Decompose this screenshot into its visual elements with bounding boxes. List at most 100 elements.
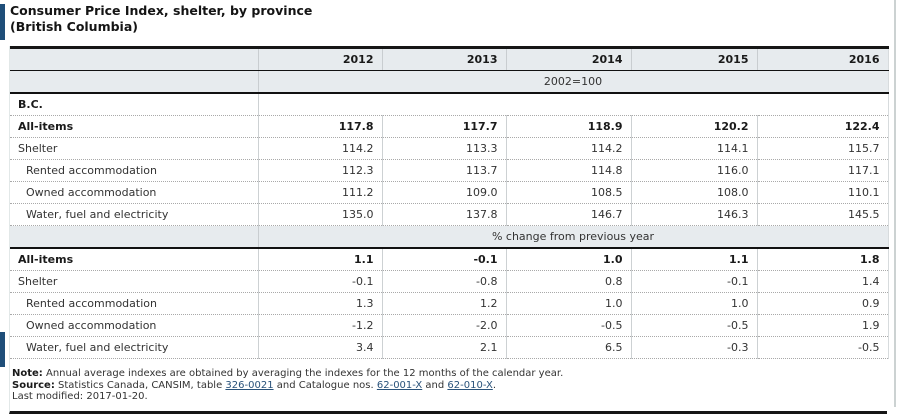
table-row: Owned accommodation 111.2 109.0 108.5 108.0 1… [10,181,888,204]
value-cell: 1.0 [505,247,631,271]
value-cell: 113.3 [381,137,506,160]
value-cell: -0.1 [381,247,506,271]
value-cell: -0.5 [630,314,757,337]
value-cell: -0.3 [630,336,757,359]
table-row: All-items 117.8 117.7 118.9 120.2 122.4 [10,115,888,138]
value-cell: 110.1 [756,181,888,204]
value-cell: 3.4 [257,336,382,359]
value-cell: 1.2 [381,292,506,315]
value-cell: 114.8 [505,159,631,182]
table-number-link[interactable]: 326-0021 [225,379,274,391]
value-cell: -1.2 [257,314,382,337]
source-text: and Catalogue nos. [273,379,377,391]
table-row: Shelter 114.2 113.3 114.2 114.1 115.7 [10,137,888,160]
value-cell: 114.1 [630,137,757,160]
value-cell: -0.1 [630,270,757,293]
value-cell: 1.3 [257,292,382,315]
left-accent-bar-bottom [0,332,5,367]
value-cell: 116.0 [630,159,757,182]
source-text: and [422,379,448,391]
value-cell: 137.8 [381,203,506,226]
row-label: Water, fuel and electricity [10,336,258,359]
index-section-body: All-items 117.8 117.7 118.9 120.2 122.4 Shelte… [10,115,888,226]
page-title-line2: (British Columbia) [10,19,138,34]
source-text: . [492,379,496,391]
value-cell: 111.2 [257,181,382,204]
table-footnotes: Note: Annual average indexes are obtaine… [10,359,887,411]
index-base-row: 2002=100 [10,70,888,94]
cpi-table: 2012 2013 2014 2015 2016 2002=100 B.C. A… [10,46,889,359]
page-title: Consumer Price Index, shelter, by provin… [10,3,312,35]
row-label: Rented accommodation [10,292,258,315]
year-header-2015: 2015 [630,47,757,71]
region-label: B.C. [10,92,258,116]
value-cell: -0.8 [381,270,506,293]
table-row: Water, fuel and electricity 3.4 2.1 6.5 -0.3… [10,336,888,359]
table-row: Water, fuel and electricity 135.0 137.8 146… [10,203,888,226]
page-edge-divider [894,0,896,407]
region-empty-cell [257,92,888,116]
value-cell: 146.7 [505,203,631,226]
year-header-2016: 2016 [756,47,888,71]
row-label: Shelter [10,270,258,293]
source-label: Source: [12,379,55,391]
value-cell: 1.8 [756,247,888,271]
value-cell: 117.1 [756,159,888,182]
table-row: Shelter -0.1 -0.8 0.8 -0.1 1.4 [10,270,888,293]
index-base-label: 2002=100 [257,70,888,94]
value-cell: 145.5 [756,203,888,226]
value-cell: 2.1 [381,336,506,359]
row-label: All-items [10,247,258,271]
value-cell: 1.0 [630,292,757,315]
value-cell: 108.5 [505,181,631,204]
pct-change-label: % change from previous year [257,225,888,249]
value-cell: 122.4 [756,115,888,138]
empty-stub-cell [10,225,258,249]
value-cell: 118.9 [505,115,631,138]
table-row: All-items 1.1 -0.1 1.0 1.1 1.8 [10,247,888,271]
cpi-table-container: 2012 2013 2014 2015 2016 2002=100 B.C. A… [9,46,889,414]
table-row: Owned accommodation -1.2 -2.0 -0.5 -0.5 1.9 [10,314,888,337]
year-header-2012: 2012 [257,47,382,71]
row-label: Owned accommodation [10,181,258,204]
year-header-2014: 2014 [505,47,631,71]
note-text: Annual average indexes are obtained by a… [42,368,564,379]
value-cell: -0.1 [257,270,382,293]
value-cell: 120.2 [630,115,757,138]
catalogue-link-2[interactable]: 62-010-X [447,379,493,391]
value-cell: -0.5 [756,336,888,359]
note-line: Note: Annual average indexes are obtaine… [12,368,885,380]
value-cell: -2.0 [381,314,506,337]
value-cell: 117.7 [381,115,506,138]
row-label: All-items [10,115,258,138]
page-title-line1: Consumer Price Index, shelter, by provin… [10,3,313,18]
source-text: Statistics Canada, CANSIM, table [54,379,226,391]
pct-change-row: % change from previous year [10,225,888,249]
value-cell: 113.7 [381,159,506,182]
value-cell: 1.9 [756,314,888,337]
value-cell: 135.0 [257,203,382,226]
pct-change-section-body: All-items 1.1 -0.1 1.0 1.1 1.8 Shelter -0.1 -0.8… [10,247,888,359]
value-cell: 114.2 [257,137,382,160]
value-cell: 1.4 [756,270,888,293]
stub-header-cell [10,47,258,71]
year-header-2013: 2013 [381,47,506,71]
value-cell: 117.8 [257,115,382,138]
value-cell: 1.1 [630,247,757,271]
value-cell: 146.3 [630,203,757,226]
last-modified-line: Last modified: 2017-01-20. [12,391,148,402]
row-label: Water, fuel and electricity [10,203,258,226]
catalogue-link-1[interactable]: 62-001-X [376,379,423,391]
value-cell: 0.9 [756,292,888,315]
value-cell: 108.0 [630,181,757,204]
region-row: B.C. [10,92,888,116]
source-line: Source: Statistics Canada, CANSIM, table… [12,380,885,392]
value-cell: 1.0 [505,292,631,315]
row-label: Owned accommodation [10,314,258,337]
row-label: Rented accommodation [10,159,258,182]
table-row: Rented accommodation 1.3 1.2 1.0 1.0 0.9 [10,292,888,315]
table-row: Rented accommodation 112.3 113.7 114.8 116.0… [10,159,888,182]
year-header-row: 2012 2013 2014 2015 2016 [10,47,888,71]
value-cell: 114.2 [505,137,631,160]
value-cell: 115.7 [756,137,888,160]
